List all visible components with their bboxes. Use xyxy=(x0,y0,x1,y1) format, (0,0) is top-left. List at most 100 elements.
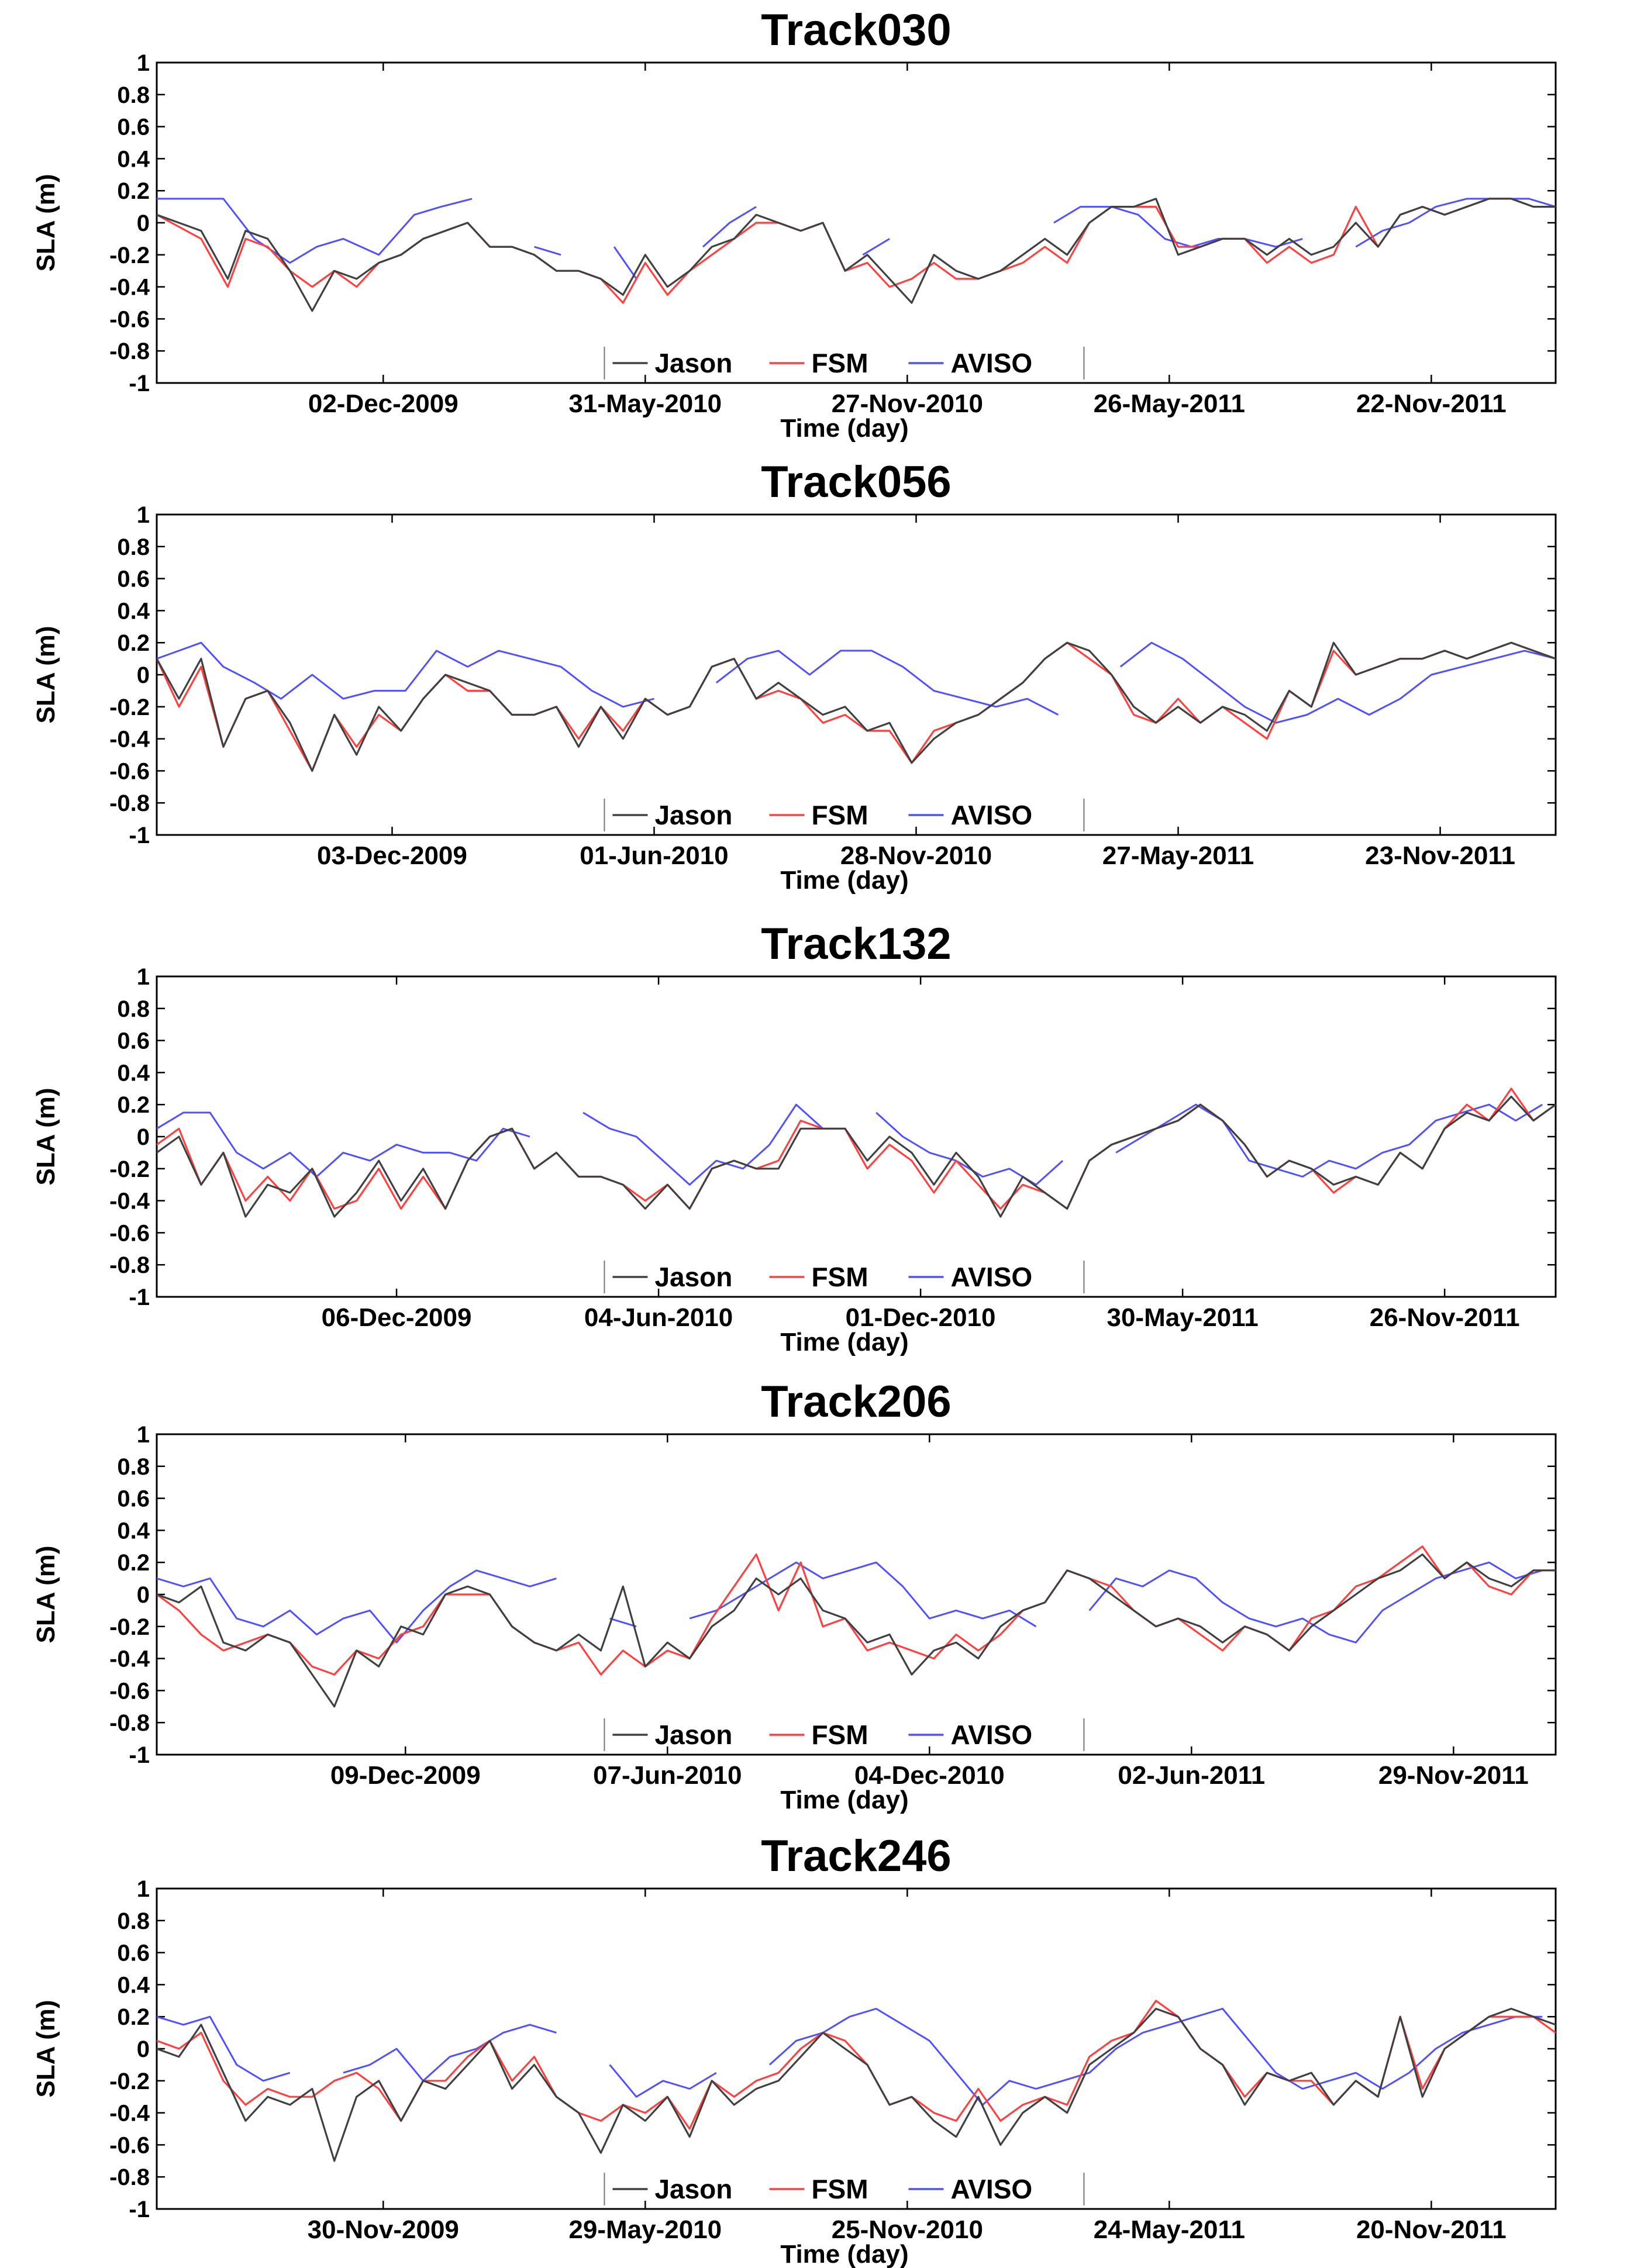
x-tick-label: 23-Nov-2011 xyxy=(1365,841,1515,870)
panel-2: Track056 1 0.8 0.6 0.4 0.2 0 -0.2 -0.4 -0.6 -0.8 -1… xyxy=(32,457,1557,895)
y-axis-label: SLA (m) xyxy=(32,174,60,271)
y-tick-label: -0.4 xyxy=(109,1646,150,1672)
legend-label-fsm: FSM xyxy=(811,800,868,830)
x-tick-label: 29-Nov-2011 xyxy=(1378,1761,1529,1790)
y-tick-label: 0.2 xyxy=(117,2004,150,2030)
x-tick-label: 01-Dec-2010 xyxy=(846,1303,996,1332)
legend-label-aviso: AVISO xyxy=(950,1262,1032,1292)
y-tick-label: 1 xyxy=(137,502,150,528)
panel-title: Track206 xyxy=(761,1377,951,1427)
y-tick-label: -1 xyxy=(129,2197,150,2222)
x-tick-label: 27-May-2011 xyxy=(1102,841,1254,870)
y-tick-label: -0.8 xyxy=(109,1710,150,1736)
y-tick-label: -0.6 xyxy=(109,758,150,784)
legend: Jason FSM AVISO xyxy=(604,347,1085,379)
y-tick-label: 1 xyxy=(137,964,150,990)
y-tick-label: 0.6 xyxy=(117,1941,150,1966)
x-tick-label: 01-Jun-2010 xyxy=(580,841,728,870)
plot-frame xyxy=(156,975,1557,1298)
series-line-jason xyxy=(157,641,1556,772)
plot-frame xyxy=(156,513,1557,836)
legend-label-jason: Jason xyxy=(654,1262,732,1292)
y-axis-label: SLA (m) xyxy=(32,626,60,723)
y-tick-label: -0.8 xyxy=(109,1252,150,1278)
series-line-fsm xyxy=(157,2000,1556,2130)
legend-label-jason: Jason xyxy=(654,348,732,378)
x-tick-label: 02-Dec-2009 xyxy=(308,389,459,418)
y-tick-label: -0.2 xyxy=(109,1157,150,1182)
legend-label-fsm: FSM xyxy=(811,348,868,378)
legend-label-aviso: AVISO xyxy=(950,2174,1032,2204)
y-tick-label: 0.2 xyxy=(117,1550,150,1576)
legend: Jason FSM AVISO xyxy=(604,1718,1085,1751)
y-tick-label: 0.2 xyxy=(117,178,150,204)
x-tick-label: 20-Nov-2011 xyxy=(1356,2215,1507,2244)
y-tick-label: -0.4 xyxy=(109,1189,150,1214)
legend-label-aviso: AVISO xyxy=(950,348,1032,378)
y-tick-label: 0.8 xyxy=(117,534,150,560)
x-tick-label: 02-Jun-2011 xyxy=(1118,1761,1265,1790)
x-axis-label: Time (day) xyxy=(780,414,908,443)
series-line-aviso xyxy=(157,2008,1543,2106)
panel-title: Track246 xyxy=(761,1831,951,1881)
panel-title: Track056 xyxy=(761,457,951,507)
series-line-aviso xyxy=(157,198,1556,279)
series-line-aviso xyxy=(157,1103,1543,1186)
y-tick-label: -1 xyxy=(129,1285,150,1310)
y-tick-label: 0.2 xyxy=(117,1092,150,1118)
y-tick-label: -0.8 xyxy=(109,339,150,364)
y-tick-label: -0.2 xyxy=(109,1614,150,1640)
y-tick-label: 0.8 xyxy=(117,996,150,1022)
series-line-aviso xyxy=(157,641,1556,724)
x-tick-label: 27-Nov-2010 xyxy=(832,389,983,418)
y-tick-label: -0.4 xyxy=(109,2101,150,2127)
y-axis-label: SLA (m) xyxy=(32,1545,60,1643)
panel-title: Track132 xyxy=(761,919,951,969)
y-tick-label: 0.4 xyxy=(117,598,150,624)
x-tick-label: 30-Nov-2009 xyxy=(308,2215,459,2244)
legend-label-jason: Jason xyxy=(654,800,732,830)
x-axis-label: Time (day) xyxy=(780,2240,908,2268)
x-tick-label: 04-Dec-2010 xyxy=(854,1761,1005,1790)
x-tick-label: 24-May-2011 xyxy=(1094,2215,1245,2244)
y-axis-label: SLA (m) xyxy=(32,1088,60,1185)
legend: Jason FSM AVISO xyxy=(604,2173,1085,2205)
plot-frame xyxy=(156,1433,1557,1756)
x-tick-label: 31-May-2010 xyxy=(568,389,722,418)
series-line-jason xyxy=(157,198,1556,312)
series-line-jason xyxy=(157,1553,1556,1708)
series-line-fsm xyxy=(157,641,1556,772)
y-tick-label: 1 xyxy=(137,1876,150,1902)
y-tick-label: -0.8 xyxy=(109,790,150,816)
y-axis-label: SLA (m) xyxy=(32,2000,60,2097)
legend-label-aviso: AVISO xyxy=(950,800,1032,830)
x-axis-label: Time (day) xyxy=(780,866,908,895)
series-line-fsm xyxy=(157,1088,1556,1210)
series-line-fsm xyxy=(157,1545,1556,1676)
x-axis-label: Time (day) xyxy=(780,1328,908,1356)
y-tick-label: 0 xyxy=(137,1124,150,1150)
y-tick-label: -0.4 xyxy=(109,727,150,752)
y-tick-label: -0.8 xyxy=(109,2165,150,2190)
y-tick-label: -0.2 xyxy=(109,243,150,268)
x-tick-label: 30-May-2011 xyxy=(1107,1303,1258,1332)
y-tick-label: -0.6 xyxy=(109,1220,150,1246)
y-tick-label: 0 xyxy=(137,2036,150,2062)
series-line-jason xyxy=(157,1095,1556,1218)
legend: Jason FSM AVISO xyxy=(604,1261,1085,1293)
x-axis-label: Time (day) xyxy=(780,1786,908,1814)
legend: Jason FSM AVISO xyxy=(604,799,1085,831)
x-tick-label: 26-May-2011 xyxy=(1094,389,1245,418)
legend-label-fsm: FSM xyxy=(811,2174,868,2204)
panel-3: Track132 1 0.8 0.6 0.4 0.2 0 -0.2 -0.4 -0.6 -0.8 -1… xyxy=(32,919,1557,1356)
y-tick-label: 1 xyxy=(137,1422,150,1448)
x-tick-label: 28-Nov-2010 xyxy=(840,841,992,870)
legend-label-fsm: FSM xyxy=(811,1262,868,1292)
y-tick-label: 0.4 xyxy=(117,1518,150,1544)
y-tick-label: -1 xyxy=(129,371,150,396)
y-tick-label: -1 xyxy=(129,823,150,848)
y-tick-label: 0.8 xyxy=(117,1454,150,1480)
plot-frame xyxy=(156,1887,1557,2210)
